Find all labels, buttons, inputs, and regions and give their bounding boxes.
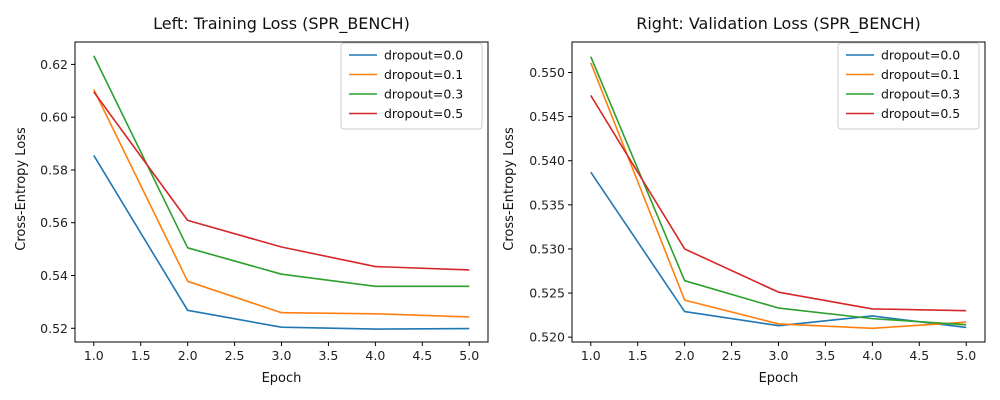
left-x-axis-label: Epoch xyxy=(262,371,302,386)
right-y-tick-label: 0.540 xyxy=(529,153,565,168)
left-y-tick-label: 0.54 xyxy=(40,268,68,283)
right-plot-area: 1.0 1.5 2.0 2.5 3.0 3.5 4.0 4.5 5.0 0.520 0.525 0.5… xyxy=(529,41,986,363)
right-y-tick-label: 0.520 xyxy=(529,330,565,345)
left-x-tick-label: 2.0 xyxy=(178,348,198,363)
left-legend-label: dropout=0.1 xyxy=(384,67,463,82)
right-y-axis-label: Cross-Entropy Loss xyxy=(502,127,517,251)
left-y-tick-label: 0.56 xyxy=(40,215,68,230)
left-legend-label: dropout=0.0 xyxy=(384,48,463,63)
right-y-tick-label: 0.530 xyxy=(529,241,565,256)
left-chart-title: Left: Training Loss (SPR_BENCH) xyxy=(153,14,410,34)
right-legend: dropout=0.0 dropout=0.1 dropout=0.3 dropout… xyxy=(837,42,980,130)
left-y-tick-label: 0.60 xyxy=(40,110,68,125)
left-plot-area: 1.0 1.5 2.0 2.5 3.0 3.5 4.0 4.5 5.0 0.52 0.54 0.56 0… xyxy=(40,41,489,363)
left-x-tick-label: 1.5 xyxy=(131,348,151,363)
left-x-tick-label: 3.5 xyxy=(318,348,338,363)
left-x-tick-label: 4.5 xyxy=(412,348,432,363)
left-y-axis-label: Cross-Entropy Loss xyxy=(14,127,29,251)
right-x-axis-label: Epoch xyxy=(759,371,799,386)
right-x-tick-label: 3.0 xyxy=(769,348,789,363)
right-y-tick-label: 0.525 xyxy=(529,286,565,301)
left-series-line-3 xyxy=(93,91,470,271)
left-x-tick-label: 4.0 xyxy=(365,348,385,363)
right-x-tick-label: 2.0 xyxy=(675,348,695,363)
right-legend-label: dropout=0.0 xyxy=(881,48,960,63)
right-y-tick-label: 0.550 xyxy=(529,65,565,80)
left-legend: dropout=0.0 dropout=0.1 dropout=0.3 dropout… xyxy=(340,42,483,130)
right-chart-title: Right: Validation Loss (SPR_BENCH) xyxy=(636,14,921,34)
left-chart: Left: Training Loss (SPR_BENCH) 1.0 1.5 2.… xyxy=(14,14,489,386)
right-legend-label: dropout=0.1 xyxy=(881,67,960,82)
right-chart: Right: Validation Loss (SPR_BENCH) 1.0 1.… xyxy=(502,14,986,386)
right-x-tick-label: 4.5 xyxy=(909,348,929,363)
right-legend-label: dropout=0.5 xyxy=(881,106,960,121)
left-x-tick-label: 3.0 xyxy=(272,348,292,363)
left-x-tick-label: 2.5 xyxy=(225,348,245,363)
left-y-tick-label: 0.52 xyxy=(40,321,68,336)
right-series-line-2 xyxy=(590,56,967,326)
left-series-line-2 xyxy=(93,55,470,288)
right-series-line-0 xyxy=(590,171,967,329)
left-x-tick-label: 5.0 xyxy=(459,348,479,363)
right-legend-box xyxy=(837,42,980,130)
right-y-tick-label: 0.535 xyxy=(529,197,565,212)
left-y-tick-label: 0.62 xyxy=(40,57,68,72)
right-x-tick-label: 4.0 xyxy=(862,348,882,363)
left-x-tick-label: 1.0 xyxy=(84,348,104,363)
left-series-line-0 xyxy=(93,155,470,330)
right-x-tick-label: 2.5 xyxy=(722,348,742,363)
left-legend-label: dropout=0.3 xyxy=(384,87,463,102)
right-y-tick-label: 0.545 xyxy=(529,109,565,124)
right-x-tick-label: 1.0 xyxy=(581,348,601,363)
left-legend-box xyxy=(340,42,483,130)
right-x-tick-label: 3.5 xyxy=(815,348,835,363)
left-legend-label: dropout=0.5 xyxy=(384,106,463,121)
right-x-tick-label: 1.5 xyxy=(628,348,648,363)
left-series-line-1 xyxy=(93,89,470,318)
right-series-line-3 xyxy=(590,95,967,312)
left-y-tick-label: 0.58 xyxy=(40,162,68,177)
right-x-tick-label: 5.0 xyxy=(956,348,976,363)
right-legend-label: dropout=0.3 xyxy=(881,87,960,102)
right-series-line-1 xyxy=(590,62,967,330)
